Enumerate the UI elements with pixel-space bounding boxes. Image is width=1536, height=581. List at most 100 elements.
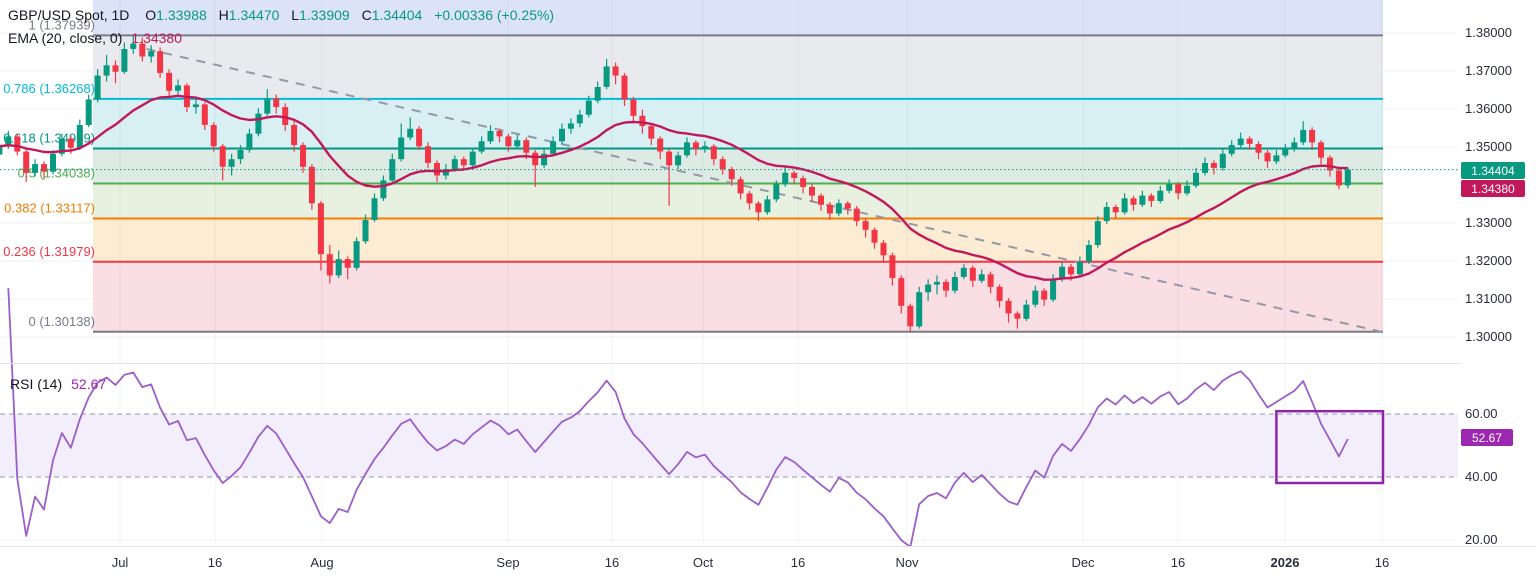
candle-body [585, 100, 592, 115]
candle-body [737, 179, 744, 194]
candle-body [371, 198, 378, 220]
price-tick-label: 1.31000 [1465, 291, 1512, 306]
candle-body [246, 133, 253, 150]
candle-body [326, 254, 333, 276]
rsi-tick-label: 40.00 [1465, 469, 1498, 484]
rsi-legend-row[interactable]: RSI (14) 52.67 [10, 376, 106, 392]
ema-indicator-label: EMA (20, close, 0) [8, 30, 123, 46]
ohlc-low-value: 1.33909 [299, 7, 350, 23]
fib-band [93, 261, 1383, 332]
candle-body [987, 274, 994, 287]
candle-body [898, 278, 905, 306]
ohlc-close-value: 1.34404 [371, 7, 423, 23]
candle-body [148, 51, 155, 57]
rsi-band [0, 414, 1458, 477]
candle-body [800, 178, 807, 187]
candle-body [112, 65, 119, 72]
candle-body [41, 164, 47, 172]
rsi-indicator-label: RSI (14) [10, 376, 63, 392]
candle-body [121, 49, 128, 72]
fib-level-label[interactable]: 0.786 (1.36268) [3, 81, 95, 96]
candle-body [809, 186, 815, 196]
candle-body [1059, 266, 1066, 280]
fib-level-label[interactable]: 0.382 (1.33117) [4, 201, 95, 216]
fib-retracement-bands[interactable] [93, 0, 1383, 332]
rsi-value-badge: 52.67 [1461, 429, 1513, 446]
candle-body [594, 87, 601, 101]
candle-body [380, 180, 387, 199]
candle-body [219, 146, 226, 167]
candle-body [862, 221, 869, 230]
candle-body [818, 195, 824, 205]
fib-level-label[interactable]: 0.5 (1.34038) [18, 166, 95, 181]
candle-body [1335, 170, 1342, 186]
time-axis[interactable]: Jul 16 Aug Sep 16 Oct 16 Nov Dec 16 2026 16 [0, 546, 1536, 581]
candle-body [1005, 300, 1012, 314]
candle-body [496, 131, 503, 137]
candle-body [648, 126, 655, 139]
candle-body [889, 255, 896, 279]
candle-body [1014, 313, 1021, 319]
fib-level-label[interactable]: 0.236 (1.31979) [3, 244, 95, 259]
candle-body [621, 75, 628, 100]
candle-body [67, 138, 74, 148]
candle-body [1139, 195, 1146, 205]
rsi-box-group[interactable] [1275, 409, 1385, 485]
candle-body [880, 242, 887, 256]
candle-body [398, 137, 405, 160]
candle-body [1246, 138, 1253, 144]
candle-body [1202, 163, 1208, 173]
candle-body [925, 284, 932, 293]
time-tick-label: Sep [496, 555, 520, 570]
candle-body [425, 146, 431, 163]
pane-divider[interactable] [0, 363, 1460, 364]
last-price-badge: 1.34404 [1461, 162, 1525, 179]
time-tick-label: 16 [604, 555, 620, 570]
candle-body [0, 146, 3, 155]
fib-level-label[interactable]: 1 (1.37939) [29, 17, 96, 32]
ohlc-low-label: L [291, 7, 300, 23]
symbol-legend: GBP/USD Spot, 1D O1.33988 H1.34470 L1.33… [8, 5, 554, 48]
fib-band [93, 218, 1383, 262]
candle-body [308, 166, 315, 204]
trendline[interactable] [146, 48, 1384, 334]
candle-body [1023, 304, 1030, 319]
time-tick-label: 16 [790, 555, 806, 570]
candle-body [487, 131, 494, 142]
time-tick-label: 16 [1374, 555, 1390, 570]
candle-body [228, 159, 235, 167]
candle-body [773, 184, 780, 200]
candle-body [844, 203, 851, 209]
candle-body [835, 203, 842, 214]
candle-body [1327, 157, 1333, 171]
candle-body [692, 142, 699, 149]
candle-body [14, 136, 21, 152]
ohlc-high-value: 1.34470 [228, 7, 280, 23]
candle-body [1255, 144, 1262, 153]
price-tick-label: 1.32000 [1465, 253, 1512, 268]
symbol-legend-row[interactable]: GBP/USD Spot, 1D O1.33988 H1.34470 L1.33… [8, 5, 554, 25]
ema-legend-row[interactable]: EMA (20, close, 0) 1.34380 [8, 28, 554, 48]
candle-body [684, 142, 690, 156]
candle-body [1228, 145, 1235, 154]
candle-body [960, 267, 967, 277]
candle-body [719, 159, 726, 170]
candle-body [612, 66, 619, 76]
fib-band [93, 98, 1383, 149]
candle-body [550, 141, 557, 154]
fib-level-label[interactable]: 0 (1.30138) [29, 314, 96, 329]
trendline-group[interactable] [146, 48, 1384, 334]
candle-body [755, 203, 762, 213]
candle-body [916, 292, 923, 327]
time-tick-label: 2026 [1270, 555, 1300, 570]
candle-body [782, 172, 789, 185]
candle-body [826, 204, 833, 214]
candle-body [407, 128, 414, 138]
candle-body [764, 199, 771, 213]
ema-value-badge: 1.34380 [1461, 180, 1525, 197]
candle-body [130, 43, 137, 49]
candle-body [1032, 290, 1039, 305]
rsi-highlight-box[interactable] [1275, 409, 1385, 485]
rsi-tick-label: 60.00 [1465, 406, 1498, 421]
